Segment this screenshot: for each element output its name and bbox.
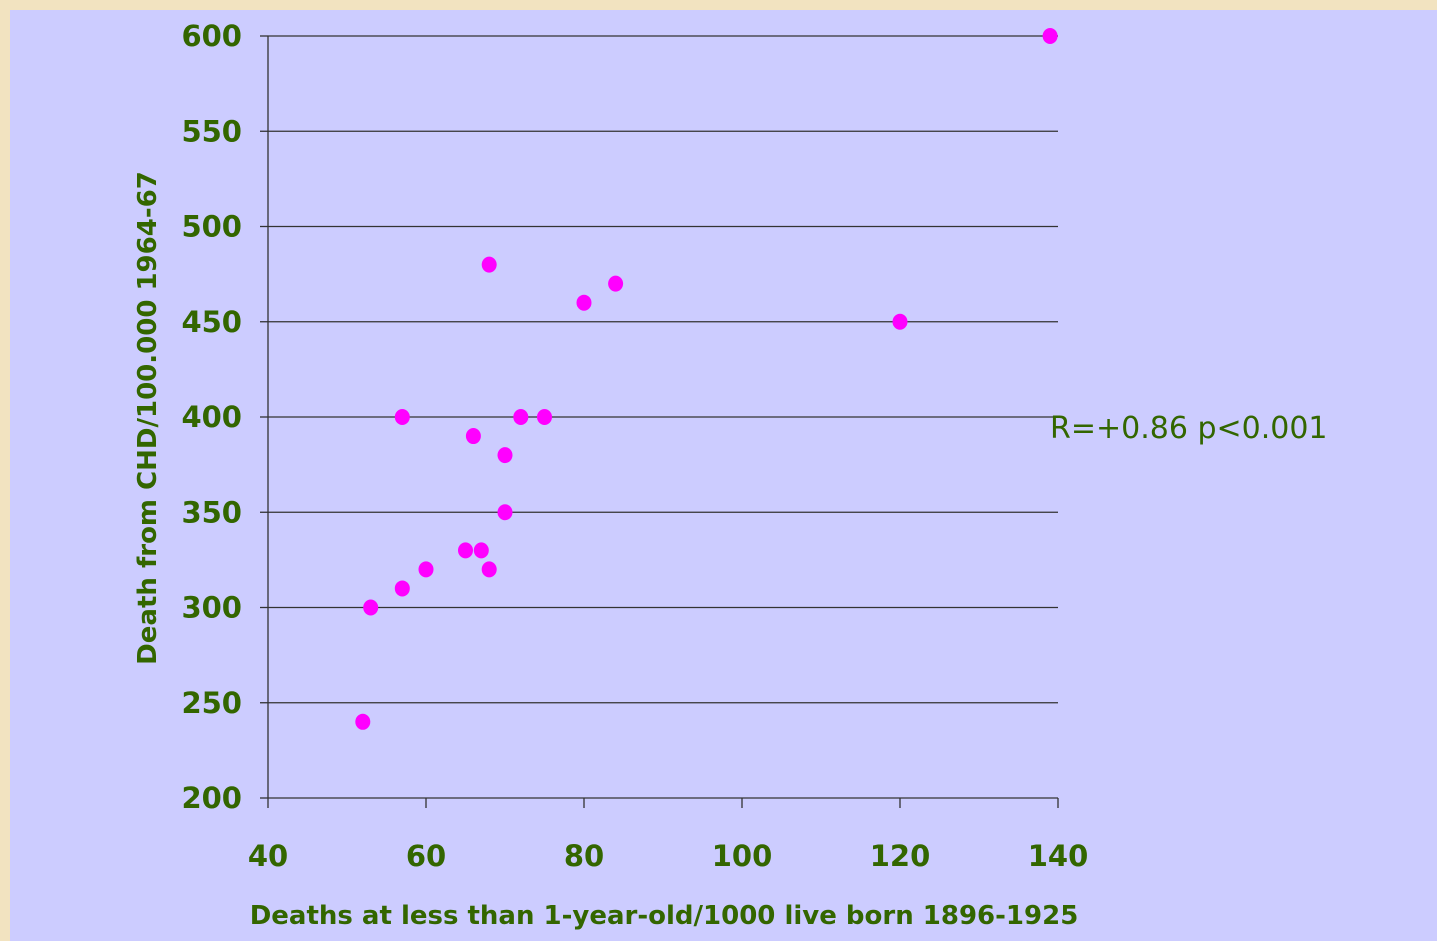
data-point bbox=[497, 504, 513, 521]
data-point bbox=[355, 713, 371, 730]
x-axis-label: Deaths at less than 1-year-old/1000 live… bbox=[250, 901, 1079, 931]
data-point bbox=[418, 561, 434, 578]
data-point bbox=[473, 542, 489, 559]
data-point bbox=[394, 409, 410, 425]
data-point bbox=[465, 428, 481, 445]
y-tick-label: 400 bbox=[181, 400, 242, 434]
gridlines bbox=[268, 35, 1058, 704]
y-tick-label: 350 bbox=[181, 495, 242, 529]
y-tick-label: 300 bbox=[181, 591, 242, 625]
y-axis-label: Death from CHD/100.000 1964-67 bbox=[133, 171, 163, 665]
y-tick-label: 600 bbox=[181, 19, 242, 53]
data-point bbox=[513, 409, 529, 425]
data-points bbox=[355, 28, 1058, 730]
axes bbox=[260, 35, 1059, 808]
data-point bbox=[1042, 28, 1058, 44]
data-point bbox=[537, 409, 552, 425]
data-point bbox=[394, 580, 410, 597]
correlation-annotation: R=+0.86 p<0.001 bbox=[1050, 411, 1328, 446]
y-tick-label: 450 bbox=[181, 305, 242, 339]
x-tick-label: 140 bbox=[1028, 839, 1089, 873]
data-point bbox=[892, 313, 908, 330]
y-tick-label: 500 bbox=[181, 210, 242, 244]
x-tick-label: 40 bbox=[248, 839, 288, 873]
y-tick-labels: 200 250 300 350 400 450 500 550 600 bbox=[181, 19, 242, 815]
chart-panel bbox=[10, 10, 1437, 941]
data-point bbox=[363, 599, 379, 616]
data-point bbox=[497, 447, 513, 464]
data-point bbox=[458, 542, 473, 559]
y-tick-label: 550 bbox=[181, 114, 242, 148]
x-tick-labels: 40 60 80 100 120 140 bbox=[248, 839, 1088, 873]
x-tick-label: 100 bbox=[712, 839, 773, 873]
data-point bbox=[576, 294, 592, 311]
data-point bbox=[481, 256, 497, 273]
y-tick-label: 250 bbox=[181, 686, 242, 720]
data-point bbox=[481, 561, 497, 578]
x-tick-label: 60 bbox=[406, 839, 446, 873]
x-tick-label: 120 bbox=[870, 839, 931, 873]
x-tick-label: 80 bbox=[564, 839, 604, 873]
y-tick-label: 200 bbox=[181, 781, 242, 815]
data-point bbox=[608, 275, 624, 292]
